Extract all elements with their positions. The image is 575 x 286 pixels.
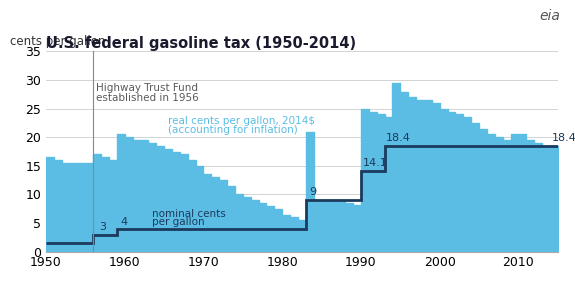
Text: Highway Trust Fund: Highway Trust Fund xyxy=(97,83,198,93)
Text: 4: 4 xyxy=(121,217,128,227)
Text: 3: 3 xyxy=(99,222,106,232)
Text: (accounting for inflation): (accounting for inflation) xyxy=(168,125,298,135)
Text: eia: eia xyxy=(540,9,561,23)
Text: 18.4: 18.4 xyxy=(386,133,411,143)
Text: real cents per gallon, 2014$: real cents per gallon, 2014$ xyxy=(168,116,315,126)
Text: 14.1: 14.1 xyxy=(362,158,387,168)
Text: cents per gallon: cents per gallon xyxy=(10,35,106,48)
Text: 9: 9 xyxy=(309,187,316,197)
Text: 18.4: 18.4 xyxy=(551,133,575,143)
Text: established in 1956: established in 1956 xyxy=(97,93,199,103)
Text: nominal cents: nominal cents xyxy=(152,209,226,219)
Text: per gallon: per gallon xyxy=(152,217,205,227)
Text: U.S. federal gasoline tax (1950-2014): U.S. federal gasoline tax (1950-2014) xyxy=(46,37,356,51)
